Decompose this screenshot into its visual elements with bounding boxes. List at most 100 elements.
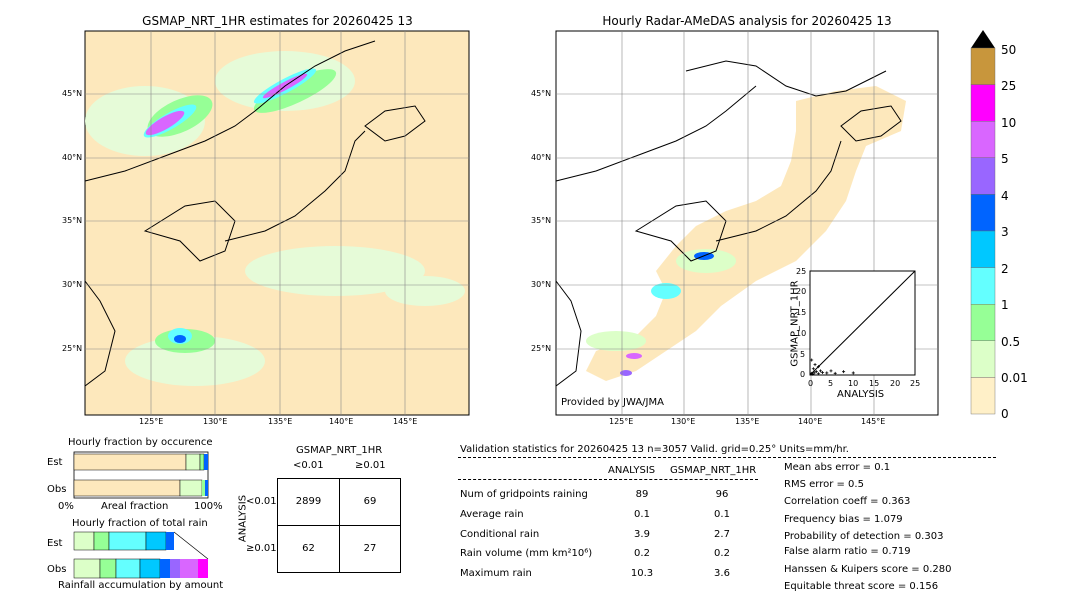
scatter-xtick-25: 25 (910, 379, 921, 388)
scatter-point (821, 371, 825, 375)
contingency-table: 2899 69 62 27 (277, 478, 401, 573)
scatter-point (812, 371, 816, 375)
occurrence-x0: 0% (58, 501, 74, 512)
right-lon-125: 125°E (609, 417, 634, 426)
left-lon-135: 135°E (268, 417, 293, 426)
left-lat-40: 40°N (62, 153, 83, 162)
occurrence-obs-label: Obs (47, 484, 67, 495)
right-lat-30: 30°N (531, 280, 552, 289)
contingency-row2: ≥0.01 (246, 543, 277, 554)
contingency-cell-fp: 69 (363, 496, 377, 507)
scatter-point (819, 369, 822, 373)
scatter-ytick-20: 20 (796, 287, 807, 296)
colorbar-segment (970, 120, 996, 158)
validation-row-gsmap: 2.7 (714, 529, 730, 540)
scatter-ytick-25: 25 (796, 267, 807, 276)
contingency-cell-tn: 2899 (295, 496, 322, 507)
contingency-col1: <0.01 (293, 460, 324, 471)
scatter-point (825, 371, 829, 375)
colorbar-label-50: 50 (1001, 43, 1017, 57)
contingency-title: GSMAP_NRT_1HR (296, 445, 383, 456)
colorbar-segment (970, 304, 996, 342)
colorbar-segment (970, 377, 996, 415)
left-lon-130: 130°E (203, 417, 228, 426)
left-lat-45: 45°N (62, 89, 83, 98)
validation-row-label: Conditional rain (460, 529, 540, 540)
scatter-inset (809, 270, 916, 376)
occurrence-title: Hourly fraction by occurence (68, 437, 213, 448)
scatter-point (851, 371, 855, 375)
colorbar-segment (970, 340, 996, 378)
validation-header-rule (458, 457, 996, 458)
validation-row-gsmap: 0.2 (714, 548, 730, 559)
colorbar-label-3: 3 (1001, 225, 1009, 239)
scatter-ytick-10: 10 (796, 329, 807, 338)
colorbar-segment (970, 194, 996, 232)
colorbar-label-0: 0 (1001, 407, 1009, 421)
scatter-point (814, 370, 818, 374)
right-lat-45: 45°N (531, 89, 552, 98)
score-hk: Hanssen & Kuipers score = 0.280 (784, 564, 952, 575)
validation-row-gsmap: 96 (715, 489, 729, 500)
scatter-point (829, 369, 833, 373)
right-lon-130: 130°E (671, 417, 696, 426)
validation-row-gsmap: 3.6 (714, 568, 730, 579)
left-map-title: GSMAP_NRT_1HR estimates for 20260425 13 (142, 14, 413, 28)
colorbar-label-0.01: 0.01 (1001, 371, 1028, 385)
colorbar-label-0.5: 0.5 (1001, 335, 1021, 349)
total-rain-est-label: Est (47, 538, 63, 549)
right-lon-140: 140°E (798, 417, 823, 426)
scatter-ylabel: GSMAP_NRT_1HR (789, 280, 801, 367)
score-pod: Probability of detection = 0.303 (784, 531, 944, 542)
occurrence-x1: 100% (194, 501, 223, 512)
scatter-xtick-10: 10 (848, 379, 859, 388)
left-lat-35: 35°N (62, 216, 83, 225)
colorbar-segment (970, 47, 996, 85)
colorbar-label-10: 10 (1001, 116, 1017, 130)
colorbar-segment (970, 157, 996, 195)
right-lat-40: 40°N (531, 153, 552, 162)
validation-row-label: Maximum rain (460, 568, 532, 579)
scatter-ytick-5: 5 (800, 350, 806, 359)
colorbar-label-4: 4 (1001, 189, 1009, 203)
score-frequency-bias: Frequency bias = 1.079 (784, 514, 903, 525)
left-map (84, 30, 470, 416)
validation-row-analysis: 0.2 (634, 548, 650, 559)
scatter-point (813, 363, 817, 367)
score-mae: Mean abs error = 0.1 (784, 462, 891, 473)
colorbar (970, 30, 996, 415)
scatter-point (811, 372, 815, 376)
validation-row-label: Rain volume (mm km²10⁶) (460, 548, 593, 559)
occurrence-bars (73, 451, 209, 499)
colorbar-label-2: 2 (1001, 262, 1009, 276)
right-lon-135: 135°E (735, 417, 760, 426)
right-map-title: Hourly Radar-AMeDAS analysis for 2026042… (602, 14, 892, 28)
left-lon-145: 145°E (393, 417, 418, 426)
scatter-xtick-20: 20 (890, 379, 901, 388)
left-lon-125: 125°E (139, 417, 164, 426)
colorbar-segment (970, 84, 996, 122)
left-lat-25: 25°N (62, 344, 83, 353)
validation-row-analysis: 0.1 (634, 509, 650, 520)
provided-by-credit: Provided by JWA/JMA (561, 397, 664, 408)
colorbar-label-1: 1 (1001, 298, 1009, 312)
scatter-point (833, 371, 837, 375)
scatter-xtick-5: 5 (828, 379, 834, 388)
left-lon-140: 140°E (329, 417, 354, 426)
scatter-point (816, 372, 820, 376)
score-ets: Equitable threat score = 0.156 (784, 581, 939, 592)
scatter-xtick-0: 0 (808, 379, 814, 388)
occurrence-xlabel: Areal fraction (101, 501, 169, 512)
colorbar-label-5: 5 (1001, 152, 1009, 166)
contingency-row1: <0.01 (246, 496, 277, 507)
scatter-point (842, 370, 846, 374)
validation-row-analysis: 3.9 (634, 529, 650, 540)
validation-header: Validation statistics for 20260425 13 n=… (460, 444, 849, 455)
contingency-cell-tp: 27 (363, 543, 377, 554)
total-rain-bars (73, 531, 209, 579)
validation-row-label: Num of gridpoints raining (460, 489, 588, 500)
scatter-xlabel: ANALYSIS (837, 389, 885, 400)
validation-row-analysis: 89 (635, 489, 649, 500)
right-lat-25: 25°N (531, 344, 552, 353)
scatter-ytick-15: 15 (796, 308, 807, 317)
